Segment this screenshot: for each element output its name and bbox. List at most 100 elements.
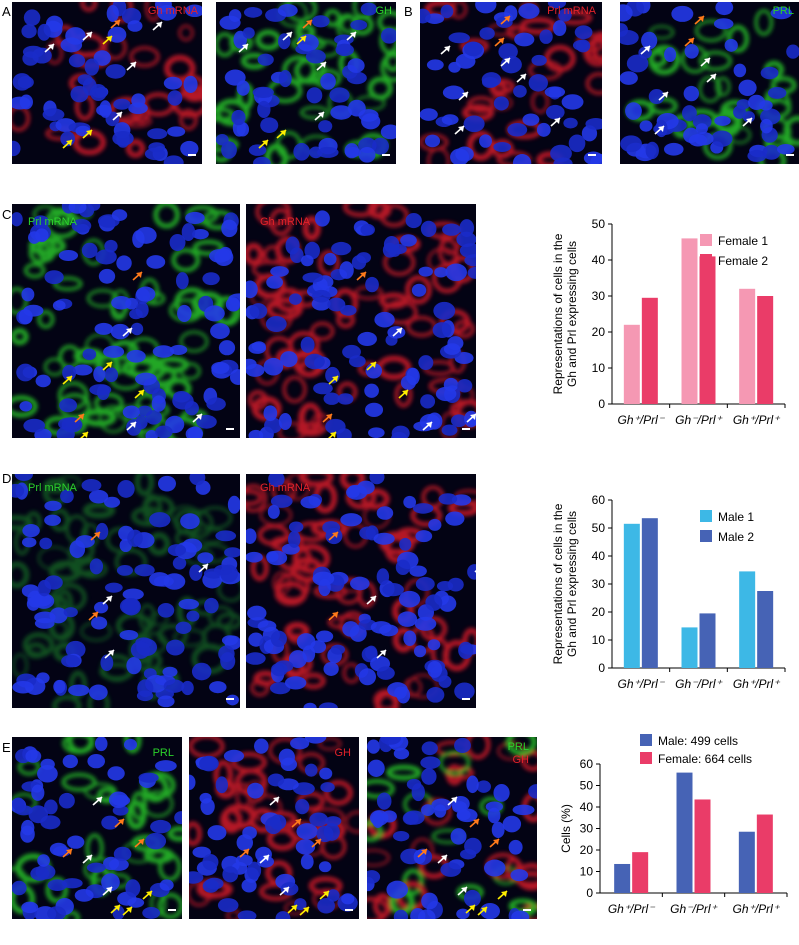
arrow-head [118,819,124,825]
arrow-head [138,839,144,845]
y-tick-label: 60 [580,757,594,771]
scale-bar [462,698,470,700]
legend-swatch [700,234,712,246]
arrow-head [126,328,132,334]
arrow-head [106,596,112,602]
arrow-head [306,20,312,26]
arrow-head [116,112,122,118]
y-axis-label-line1: Representations of cells in the [551,233,565,394]
arrow-head [92,612,98,618]
arrow-head [263,855,269,861]
arrow-head [295,819,301,825]
bar-1-1 [699,613,716,668]
scale-bar [226,428,234,430]
arrow-head [481,907,487,913]
bar-0-1 [676,772,693,893]
y-tick-label: 40 [592,549,606,563]
micrograph-c1-image [12,204,240,438]
legend-swatch [700,530,712,542]
arrow-head [426,422,432,428]
y-tick-label: 30 [580,822,594,836]
bar-chart-d: 0 10 20 30 40 50 60 Gh⁺/Prl⁻ Gh⁻/Prl⁺ Gh⁺/Prl⁺ Rep… [540,484,795,732]
micrograph-c2: Gh mRNA [246,204,476,438]
bar-1-1 [694,799,711,893]
legend-label: Female 1 [718,234,768,248]
arrow-head [451,797,457,803]
arrow-head [504,58,510,64]
y-tick-label: 60 [592,493,606,507]
micrograph-e1: PRL [12,737,182,919]
scale-bar [462,428,470,430]
legend-label: Male 1 [718,510,754,524]
arrow-head [66,376,72,382]
arrow-head [106,36,112,42]
arrow-head [470,414,476,420]
arrow-head [66,849,72,855]
micrograph-b1: Prl mRNA [420,2,602,164]
micrograph-d2: Gh mRNA [246,474,476,708]
y-tick-label: 40 [580,800,594,814]
arrow-head [444,46,450,52]
arrow-head [96,797,102,803]
micrograph-e3-label: PRL GH [508,741,529,767]
arrow-head [658,126,664,132]
arrow-head [396,328,402,334]
bar-1-2 [757,591,774,668]
micrograph-c2-label: Gh mRNA [260,216,311,228]
micrograph-b2-image [620,2,799,164]
arrow-head [82,432,88,438]
arrow-head [280,130,286,136]
arrow-head [291,905,297,911]
arrow-head [520,74,526,80]
bar-1-2 [756,814,773,893]
arrow-head [332,612,338,618]
arrow-head [380,650,386,656]
bar-chart-c-svg: 0 10 20 30 40 50 Gh⁺/Prl⁻ Gh⁻/Prl⁺ Gh⁺/Prl⁺ Repre… [551,217,786,427]
micrograph-b1-image [420,2,602,164]
arrow-head [273,797,279,803]
y-tick-label: 50 [592,217,606,231]
legend-label: Male: 499 cells [658,734,738,748]
bar-1-1 [699,256,716,404]
bar-0-0 [614,863,631,893]
bar-chart-d-svg: 0 10 20 30 40 50 60 Gh⁺/Prl⁻ Gh⁻/Prl⁺ Gh⁺/Prl⁺ Rep… [551,493,786,691]
arrow-head [303,907,309,913]
x-tick-label: Gh⁺/Prl⁺ [732,902,780,916]
bar-0-2 [738,831,755,893]
micrograph-a1-image [12,2,202,164]
scale-bar [226,698,234,700]
arrow-head [402,390,408,396]
arrow-head [48,44,54,50]
micrograph-c1: Prl mRNA [12,204,240,438]
arrow-head [688,38,694,44]
y-tick-label: 10 [592,633,606,647]
arrow-head [156,22,162,28]
arrow-head [66,140,72,146]
x-tick-label: Gh⁺/Prl⁻ [617,413,665,427]
arrow-head [710,74,716,80]
panel-letter-d: D [2,471,12,486]
arrow-head [498,38,504,44]
micrograph-d1-image [12,474,240,708]
bar-0-1 [681,238,698,404]
micrograph-e2-label: GH [334,747,352,759]
y-tick-label: 30 [592,289,606,303]
micrograph-a1-label: Gh mRNA [147,5,198,17]
y-tick-label: 0 [598,397,605,411]
panel-letter-a: A [2,4,11,19]
y-tick-label: 0 [586,886,593,900]
legend-swatch [700,510,712,522]
arrow-head [242,44,248,50]
micrograph-d1-label: Prl mRNA [28,482,77,494]
arrow-head [332,532,338,538]
arrow-head [441,855,447,861]
arrow-head [106,362,112,368]
y-axis-label-line1: Representations of cells in the [551,503,565,664]
arrow-head [330,432,336,438]
arrow-head [662,92,668,98]
micrograph-e3-label-gh: GH [512,754,530,766]
micrograph-e3: PRL GH [367,737,537,919]
micrograph-c2-image [246,204,476,438]
arrow-head [262,140,268,146]
